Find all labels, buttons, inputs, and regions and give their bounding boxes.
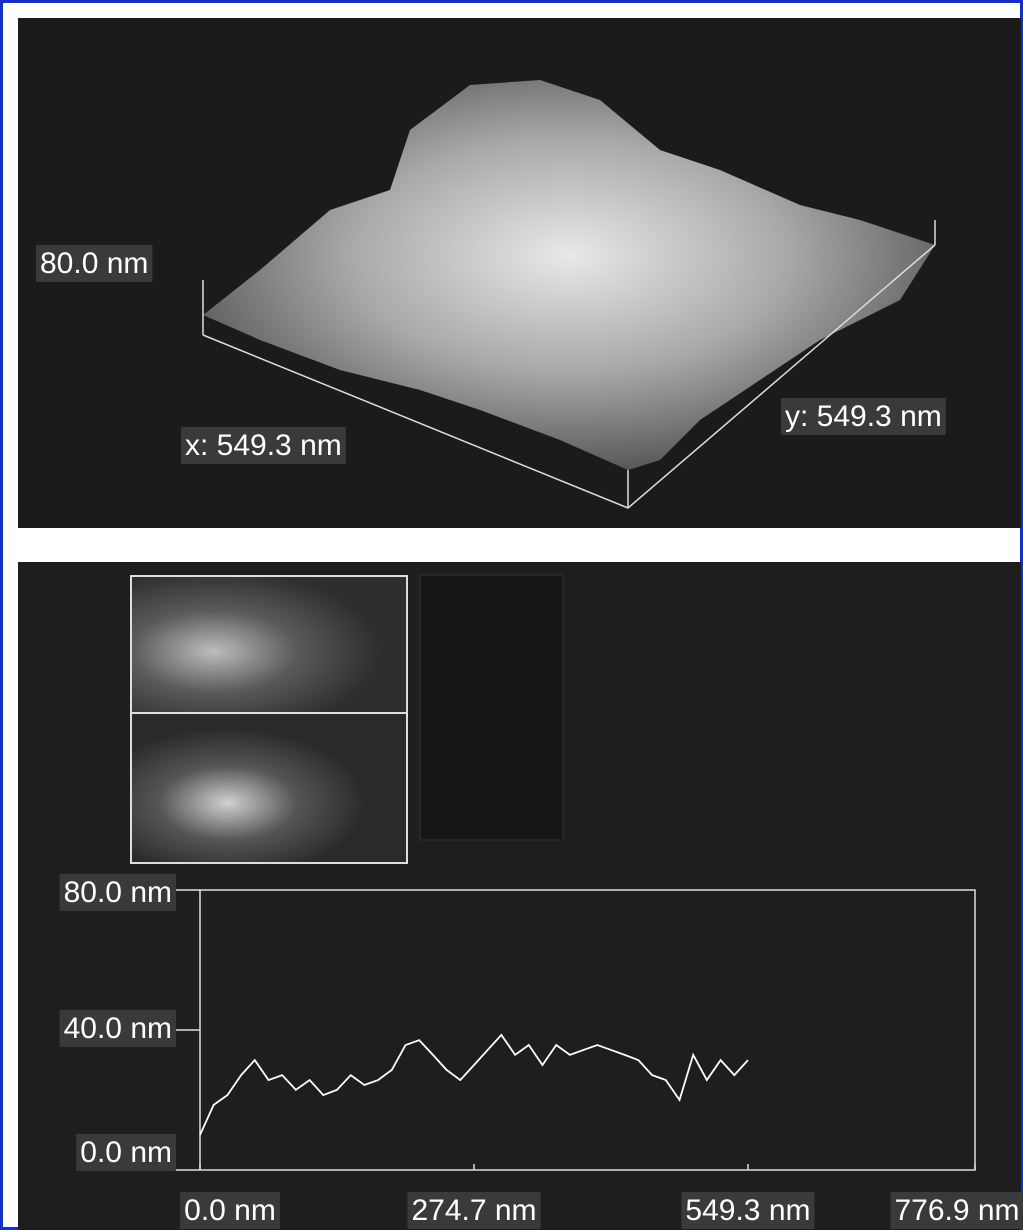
x-label: x: 549.3 nm	[185, 429, 342, 462]
y-tick-label: 40.0 nm	[64, 1012, 172, 1045]
page: {"panel_3d": {"z_label": "80.0 nm", "x_l…	[0, 0, 1023, 1230]
x-tick-label: 0.0 nm	[184, 1194, 276, 1227]
figure: 80.0 nm x: 549.3 nm y: 549.3 nm 0.0 nm 40…	[0, 0, 1023, 1230]
inset-blank	[420, 575, 563, 840]
x-tick-label: 274.7 nm	[411, 1194, 536, 1227]
y-tick-label: 0.0 nm	[80, 1136, 172, 1169]
y-label: y: 549.3 nm	[785, 400, 942, 433]
inset-image	[131, 576, 407, 863]
x-tick-label: 776.9 nm	[894, 1194, 1019, 1227]
z-label: 80.0 nm	[40, 247, 148, 280]
y-tick-label: 80.0 nm	[64, 876, 172, 909]
x-tick-label: 549.3 nm	[685, 1194, 810, 1227]
